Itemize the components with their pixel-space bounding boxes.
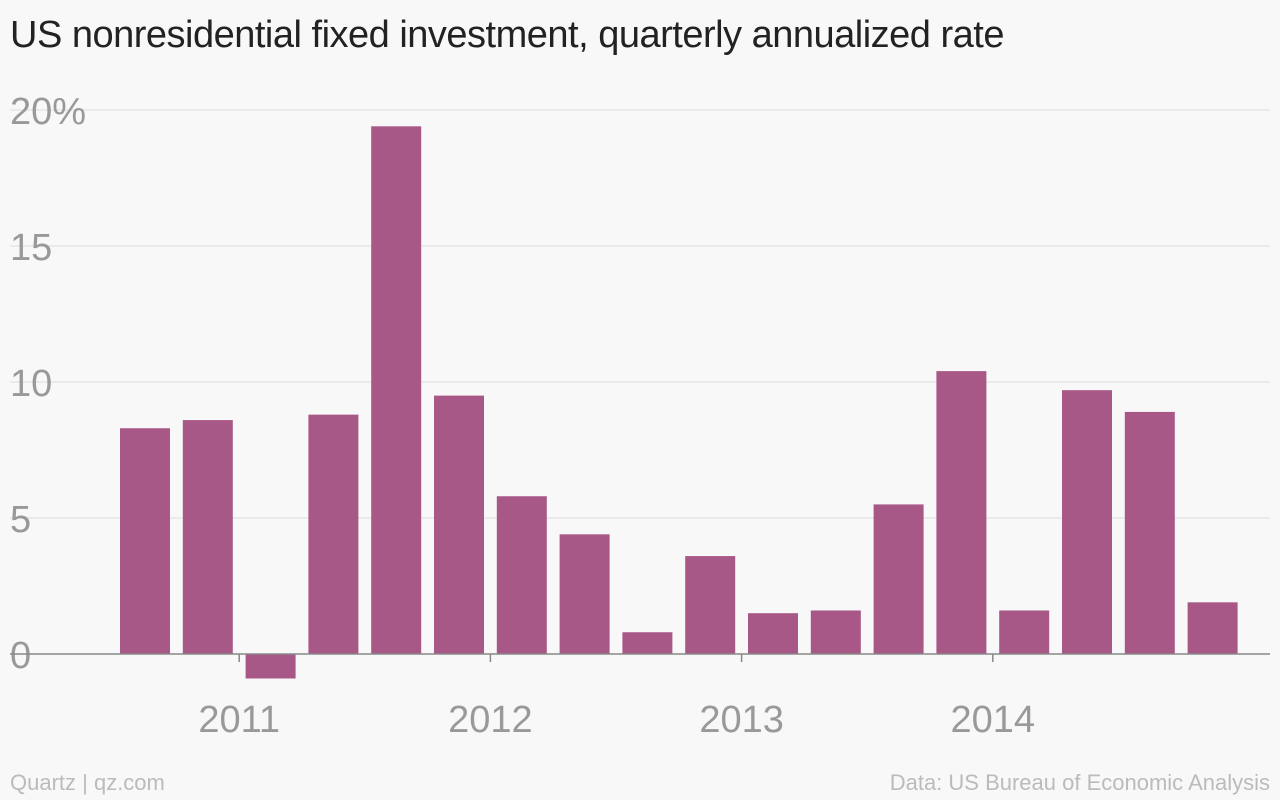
bars <box>120 126 1238 679</box>
bar <box>559 534 610 654</box>
y-axis-ticks: 0 5 10 15 20% <box>10 91 86 677</box>
bar <box>182 420 233 654</box>
bar <box>748 613 798 654</box>
x-tick-label: 2014 <box>951 699 1036 741</box>
x-tick-label: 2013 <box>699 699 784 741</box>
bar <box>308 414 359 654</box>
y-tick-label: 0 <box>10 635 31 677</box>
bar <box>936 371 987 654</box>
bar <box>810 610 861 654</box>
bar <box>434 395 484 654</box>
y-tick-label: 15 <box>10 227 52 269</box>
credit-text: Quartz | qz.com <box>10 770 165 795</box>
bar <box>245 654 296 679</box>
y-tick-label: 10 <box>10 363 52 405</box>
source-text: Data: US Bureau of Economic Analysis <box>889 770 1270 795</box>
bar <box>999 610 1050 654</box>
y-tick-label: 5 <box>10 499 31 541</box>
chart-title: US nonresidential fixed investment, quar… <box>10 14 1004 56</box>
x-tick-label: 2011 <box>198 699 280 741</box>
y-tick-label: 20% <box>10 91 86 133</box>
bar <box>371 126 422 654</box>
bar <box>873 504 924 654</box>
x-tick-label: 2012 <box>448 699 533 741</box>
bar <box>685 556 736 654</box>
x-axis-ticks: 2011 2012 2013 2014 <box>198 654 1035 741</box>
bar <box>496 496 547 654</box>
bar <box>1187 602 1238 654</box>
bar <box>1062 390 1112 654</box>
bar <box>622 632 673 654</box>
bar <box>1124 411 1175 654</box>
bar <box>120 428 170 654</box>
